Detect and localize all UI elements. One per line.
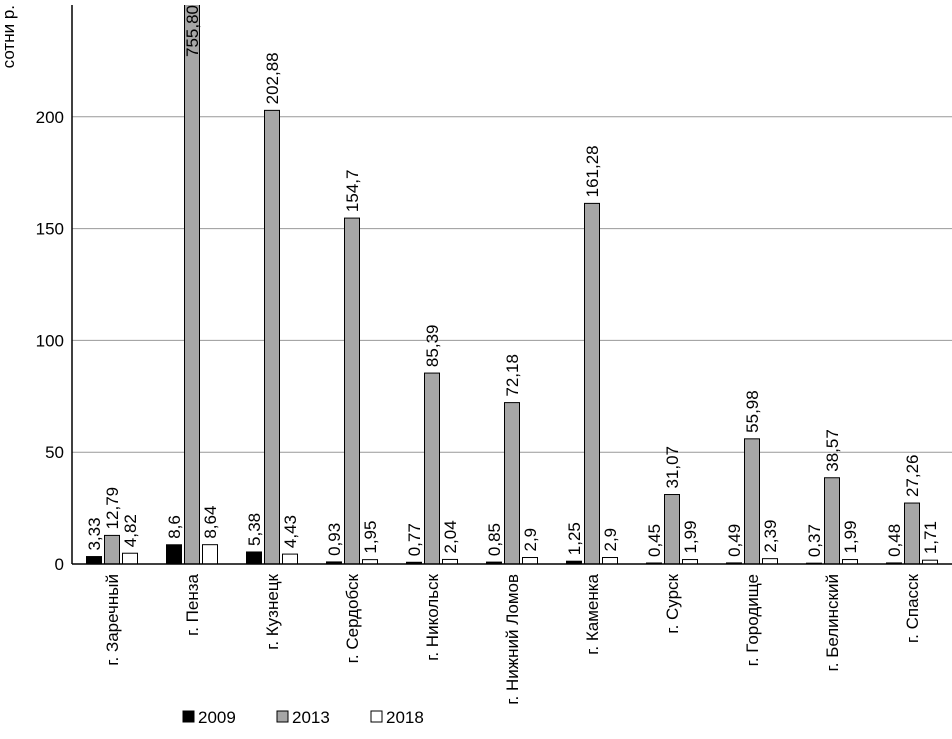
data-label: 4,82 <box>121 514 140 547</box>
bar <box>184 5 200 565</box>
bar <box>602 557 618 565</box>
data-label: 2,39 <box>761 520 780 553</box>
data-label: 1,25 <box>565 522 584 555</box>
bar <box>264 109 280 565</box>
data-label: 0,85 <box>485 523 504 556</box>
data-label: 12,79 <box>103 487 122 530</box>
bar <box>424 372 440 565</box>
data-label: 55,98 <box>743 390 762 433</box>
legend-label: 2018 <box>386 708 424 727</box>
bar <box>166 544 182 565</box>
bar <box>504 402 520 565</box>
data-label: 755,80 <box>183 5 202 57</box>
data-label: 0,93 <box>325 523 344 556</box>
y-axis-title: сотни р. <box>0 5 18 68</box>
data-label: 8,6 <box>165 515 184 539</box>
y-tick-label: 100 <box>36 331 64 350</box>
data-label: 38,57 <box>823 429 842 472</box>
x-tick-label: г. Пенза <box>183 573 202 635</box>
data-label: 0,77 <box>405 523 424 556</box>
data-label: 31,07 <box>663 446 682 489</box>
x-tick-label: г. Городище <box>743 574 762 666</box>
bar <box>762 558 778 565</box>
data-label: 1,99 <box>841 520 860 553</box>
data-label: 2,9 <box>601 528 620 552</box>
x-tick-label: г. Заречный <box>103 574 122 666</box>
bar <box>104 534 120 565</box>
x-tick-label: г. Нижний Ломов <box>503 574 522 705</box>
data-label: 1,95 <box>361 521 380 554</box>
bar <box>584 202 600 565</box>
data-label: 0,48 <box>885 524 904 557</box>
bar <box>904 502 920 565</box>
data-label: 0,49 <box>725 524 744 557</box>
data-label: 4,43 <box>281 515 300 548</box>
x-tick-label: г. Каменка <box>583 573 602 654</box>
bar <box>246 551 262 565</box>
bar <box>664 494 680 565</box>
plot-area <box>86 5 938 565</box>
y-tick-label: 200 <box>36 108 64 127</box>
data-label: 2,04 <box>441 520 460 553</box>
data-label: 2,9 <box>521 528 540 552</box>
data-label: 5,38 <box>245 513 264 546</box>
legend-swatch <box>370 710 383 723</box>
bar <box>522 557 538 565</box>
bar <box>202 544 218 565</box>
data-label: 154,7 <box>343 170 362 213</box>
y-tick-label: 0 <box>55 555 64 574</box>
data-label: 1,71 <box>921 521 940 554</box>
data-label: 27,26 <box>903 454 922 497</box>
legend-swatch <box>276 710 289 723</box>
data-label: 85,39 <box>423 325 442 368</box>
bar <box>122 552 138 565</box>
bar <box>824 477 840 565</box>
bar <box>86 556 102 565</box>
y-tick-label: 150 <box>36 220 64 239</box>
legend-swatch <box>182 710 195 723</box>
data-label: 0,37 <box>805 524 824 557</box>
bar <box>344 217 360 565</box>
x-tick-label: г. Белинский <box>823 574 842 671</box>
data-label: 161,28 <box>583 145 602 197</box>
y-tick-label: 50 <box>45 443 64 462</box>
x-tick-label: г. Никольск <box>423 573 442 660</box>
legend-label: 2013 <box>292 708 330 727</box>
x-tick-label: г. Кузнецк <box>263 573 282 649</box>
x-tick-label: г. Спасск <box>903 573 922 643</box>
bar <box>744 438 760 565</box>
data-label: 202,88 <box>263 52 282 104</box>
x-tick-label: г. Сурск <box>663 573 682 633</box>
data-label: 72,18 <box>503 354 522 397</box>
data-label: 3,33 <box>85 517 104 550</box>
data-label: 0,45 <box>645 524 664 557</box>
bar <box>282 553 298 565</box>
legend-label: 2009 <box>198 708 236 727</box>
data-label: 8,64 <box>201 506 220 539</box>
data-label: 1,99 <box>681 520 700 553</box>
x-tick-label: г. Сердобск <box>343 573 362 663</box>
